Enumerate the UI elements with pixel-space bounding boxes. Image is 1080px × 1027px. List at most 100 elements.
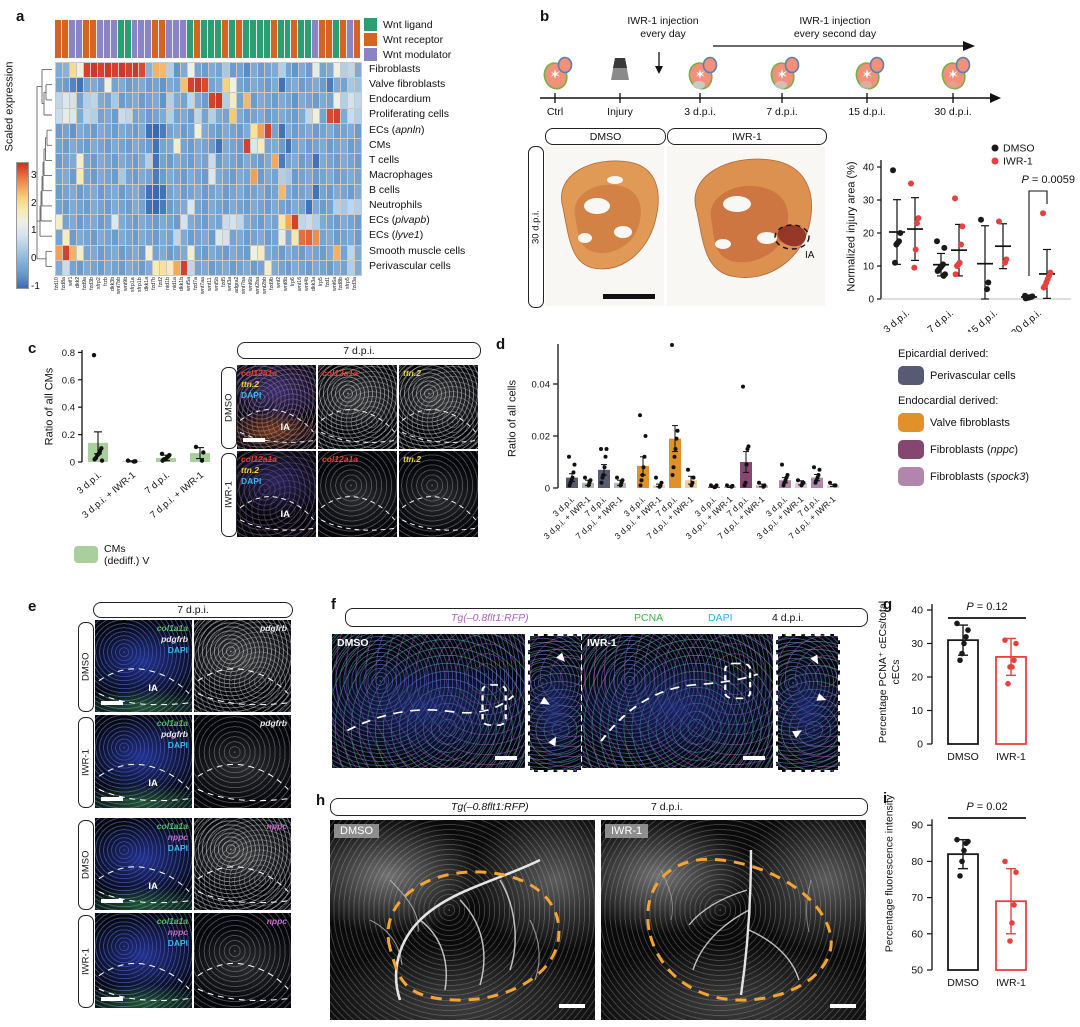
heatmap-cell[interactable] xyxy=(188,139,195,154)
heatmap-cell[interactable] xyxy=(215,169,222,184)
heatmap-cell[interactable] xyxy=(257,260,264,275)
heatmap-cell[interactable] xyxy=(355,139,361,154)
heatmap-cell[interactable] xyxy=(243,108,250,123)
heatmap-cell[interactable] xyxy=(132,260,139,275)
heatmap-cell[interactable] xyxy=(209,154,215,169)
heatmap-cell[interactable] xyxy=(118,139,125,154)
heatmap-cell[interactable] xyxy=(278,184,285,199)
heatmap-cell[interactable] xyxy=(195,93,202,108)
heatmap-cell[interactable] xyxy=(334,78,341,93)
heatmap-cell[interactable] xyxy=(69,78,76,93)
heatmap-cell[interactable] xyxy=(355,260,361,275)
heatmap-cell[interactable] xyxy=(174,93,181,108)
heatmap-cell[interactable] xyxy=(97,169,104,184)
heatmap-cell[interactable] xyxy=(69,215,76,230)
heatmap-cell[interactable] xyxy=(97,78,104,93)
heatmap-cell[interactable] xyxy=(132,215,139,230)
heatmap-cell[interactable] xyxy=(278,154,285,169)
heatmap-cell[interactable] xyxy=(278,230,285,245)
heatmap-cell[interactable] xyxy=(125,63,132,78)
heatmap-cell[interactable] xyxy=(229,123,236,139)
heatmap-cell[interactable] xyxy=(243,78,250,93)
heatmap-cell[interactable] xyxy=(97,215,104,230)
heatmap-cell[interactable] xyxy=(313,199,320,215)
heatmap-cell[interactable] xyxy=(104,139,111,154)
heatmap-cell[interactable] xyxy=(355,123,361,139)
heatmap-cell[interactable] xyxy=(320,184,327,199)
heatmap-cell[interactable] xyxy=(334,230,341,245)
heatmap-cell[interactable] xyxy=(90,184,97,199)
heatmap-cell[interactable] xyxy=(348,154,355,169)
heatmap-cell[interactable] xyxy=(69,63,76,78)
heatmap-cell[interactable] xyxy=(215,215,222,230)
heatmap-cell[interactable] xyxy=(97,154,104,169)
heatmap-cell[interactable] xyxy=(250,199,257,215)
heatmap-cell[interactable] xyxy=(195,199,202,215)
heatmap-cell[interactable] xyxy=(250,184,257,199)
heatmap-cell[interactable] xyxy=(62,139,69,154)
heatmap-cell[interactable] xyxy=(69,184,76,199)
heatmap-cell[interactable] xyxy=(292,93,299,108)
heatmap-cell[interactable] xyxy=(181,245,188,260)
heatmap-cell[interactable] xyxy=(139,215,146,230)
heatmap-cell[interactable] xyxy=(125,169,132,184)
heatmap-cell[interactable] xyxy=(327,123,334,139)
heatmap-cell[interactable] xyxy=(271,63,278,78)
heatmap-cell[interactable] xyxy=(292,245,299,260)
heatmap-cell[interactable] xyxy=(222,108,229,123)
heatmap-cell[interactable] xyxy=(111,260,118,275)
heatmap-cell[interactable] xyxy=(139,78,146,93)
heatmap-cell[interactable] xyxy=(118,260,125,275)
heatmap-cell[interactable] xyxy=(355,230,361,245)
heatmap-cell[interactable] xyxy=(153,260,160,275)
heatmap-cell[interactable] xyxy=(118,93,125,108)
heatmap-cell[interactable] xyxy=(160,154,167,169)
heatmap-cell[interactable] xyxy=(264,230,271,245)
heatmap-cell[interactable] xyxy=(125,78,132,93)
heatmap-cell[interactable] xyxy=(222,199,229,215)
heatmap-cell[interactable] xyxy=(202,154,208,169)
heatmap-cell[interactable] xyxy=(320,78,327,93)
heatmap-cell[interactable] xyxy=(69,169,76,184)
heatmap-cell[interactable] xyxy=(264,184,271,199)
heatmap-cell[interactable] xyxy=(215,63,222,78)
heatmap-cell[interactable] xyxy=(250,154,257,169)
heatmap-cell[interactable] xyxy=(90,215,97,230)
heatmap-cell[interactable] xyxy=(243,169,250,184)
heatmap-cell[interactable] xyxy=(264,260,271,275)
heatmap-cell[interactable] xyxy=(320,230,327,245)
heatmap-cell[interactable] xyxy=(299,230,306,245)
heatmap-cell[interactable] xyxy=(327,169,334,184)
heatmap-cell[interactable] xyxy=(139,123,146,139)
heatmap-cell[interactable] xyxy=(355,245,361,260)
heatmap-cell[interactable] xyxy=(188,93,195,108)
heatmap-cell[interactable] xyxy=(132,184,139,199)
heatmap-cell[interactable] xyxy=(125,184,132,199)
heatmap-cell[interactable] xyxy=(292,184,299,199)
heatmap-cell[interactable] xyxy=(139,230,146,245)
heatmap-cell[interactable] xyxy=(174,154,181,169)
heatmap-cell[interactable] xyxy=(195,169,202,184)
heatmap-cell[interactable] xyxy=(334,215,341,230)
heatmap-cell[interactable] xyxy=(111,108,118,123)
heatmap-cell[interactable] xyxy=(222,230,229,245)
heatmap-cell[interactable] xyxy=(264,63,271,78)
heatmap-cell[interactable] xyxy=(167,245,174,260)
heatmap-cell[interactable] xyxy=(97,199,104,215)
heatmap-cell[interactable] xyxy=(90,230,97,245)
heatmap-cell[interactable] xyxy=(146,108,153,123)
heatmap-cell[interactable] xyxy=(250,108,257,123)
heatmap-cell[interactable] xyxy=(62,215,69,230)
heatmap-cell[interactable] xyxy=(229,108,236,123)
heatmap-cell[interactable] xyxy=(243,139,250,154)
heatmap-cell[interactable] xyxy=(174,63,181,78)
heatmap-cell[interactable] xyxy=(69,123,76,139)
heatmap-cell[interactable] xyxy=(83,78,90,93)
heatmap-cell[interactable] xyxy=(306,123,313,139)
heatmap-cell[interactable] xyxy=(306,169,313,184)
heatmap-cell[interactable] xyxy=(56,78,62,93)
heatmap-cell[interactable] xyxy=(222,78,229,93)
heatmap-cell[interactable] xyxy=(160,108,167,123)
heatmap-cell[interactable] xyxy=(202,184,208,199)
heatmap-cell[interactable] xyxy=(62,169,69,184)
